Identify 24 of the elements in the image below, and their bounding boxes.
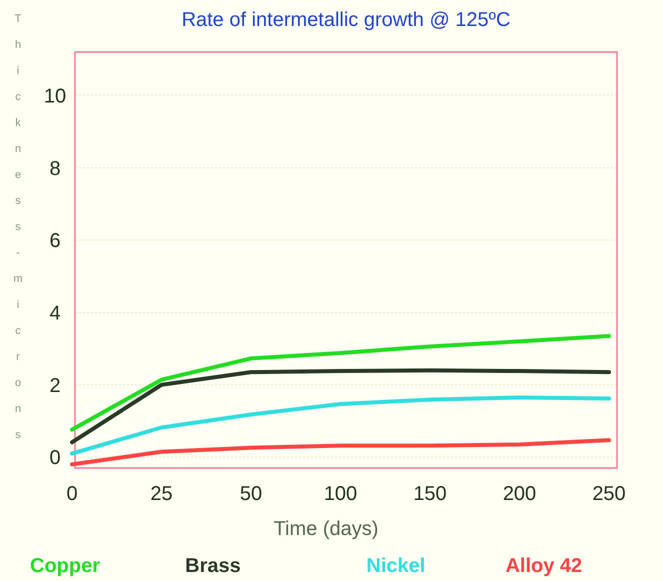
x-tick-label: 25 — [150, 483, 173, 505]
text: Alloy 42 — [505, 555, 582, 577]
chart-title: Rate of intermetallic growth @ 125ºC — [182, 9, 510, 31]
x-tick-label: 200 — [502, 483, 536, 505]
y-tick-label: 0 — [49, 447, 61, 470]
text: Nickel — [366, 555, 426, 577]
x-tick-label: 50 — [240, 483, 262, 505]
y-tick-label: 8 — [49, 158, 61, 180]
y-tick-label: 2 — [49, 374, 61, 397]
x-tick-label: 100 — [324, 483, 358, 505]
x-tick-label: 150 — [413, 483, 447, 505]
x-tick-label: 250 — [592, 483, 626, 505]
y-tick-label: 10 — [44, 85, 66, 108]
x-tick-label: 0 — [66, 483, 78, 505]
text: Thickness - microns — [13, 13, 23, 441]
line-series — [70, 368, 611, 444]
text: Brass — [185, 555, 241, 577]
y-tick-label: 4 — [49, 302, 61, 324]
line-series — [70, 334, 611, 432]
y-tick-label: 6 — [49, 230, 61, 252]
line-series — [70, 395, 611, 456]
x-axis-title: Time (days) — [274, 518, 378, 540]
text: Copper — [30, 555, 100, 577]
line-series — [70, 438, 611, 466]
